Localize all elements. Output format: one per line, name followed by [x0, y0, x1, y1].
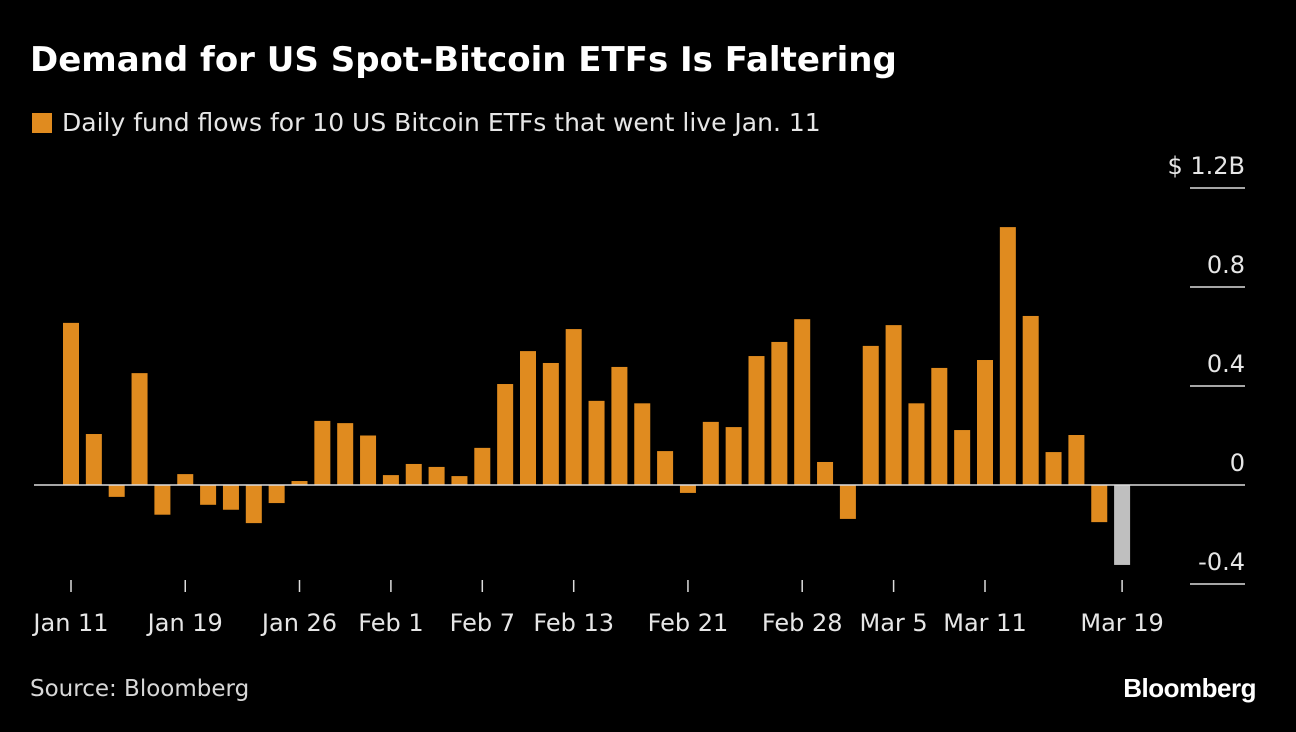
bar-jan-30 [337, 423, 354, 485]
bar-mar-8 [954, 430, 971, 485]
legend-label: Daily fund flows for 10 US Bitcoin ETFs … [62, 108, 821, 137]
bar-mar-19 [1114, 485, 1131, 565]
bar-mar-15 [1068, 435, 1085, 485]
x-tick-label: Feb 7 [450, 609, 515, 637]
x-tick-label: Jan 11 [31, 609, 108, 637]
bar-feb-16 [634, 403, 651, 485]
x-tick-label: Feb 1 [358, 609, 423, 637]
bar-mar-5 [885, 325, 902, 485]
bloomberg-logo: Bloomberg [1123, 673, 1256, 703]
bar-jan-22 [200, 485, 217, 505]
bar-mar-11 [977, 360, 993, 485]
bar-feb-12 [542, 362, 559, 485]
bar-jan-17 [131, 373, 148, 485]
bar-jan-16 [108, 485, 125, 497]
bar-jan-31 [360, 435, 377, 485]
bar-mar-12 [999, 227, 1016, 486]
bar-mar-14 [1045, 452, 1062, 485]
bar-jan-24 [245, 485, 262, 524]
bar-feb-8 [497, 384, 514, 485]
x-tick-label: Feb 13 [533, 609, 614, 637]
bar-feb-9 [520, 351, 536, 485]
bar-feb-27 [771, 341, 788, 485]
bar-feb-5 [428, 466, 445, 485]
x-tick-label: Feb 21 [648, 609, 729, 637]
bar-feb-23 [725, 427, 742, 485]
bar-feb-21 [679, 485, 696, 493]
x-tick-label: Mar 19 [1080, 609, 1163, 637]
bar-jan-18 [154, 485, 171, 515]
bar-feb-14 [588, 400, 605, 485]
bar-feb-28 [794, 319, 811, 485]
bar-mar-4 [862, 345, 879, 485]
y-tick-label: $ 1.2B [1167, 152, 1245, 180]
bar-feb-29 [817, 461, 834, 485]
bar-jan-23 [222, 485, 239, 510]
legend: Daily fund flows for 10 US Bitcoin ETFs … [32, 108, 821, 137]
bar-mar-13 [1022, 315, 1039, 485]
x-tick-label: Feb 28 [762, 609, 843, 637]
y-tick-label: -0.4 [1198, 548, 1245, 576]
bar-jan-12 [85, 434, 102, 485]
bar-feb-26 [748, 356, 765, 485]
chart-title: Demand for US Spot-Bitcoin ETFs Is Falte… [30, 40, 897, 80]
bar-feb-22 [702, 421, 719, 485]
bar-mar-1 [839, 485, 856, 519]
x-tick-label: Jan 19 [146, 609, 223, 637]
y-tick-label: 0.4 [1207, 350, 1245, 378]
bar-jan-11 [63, 322, 79, 485]
bar-jan-25 [268, 485, 285, 504]
bar-feb-15 [611, 366, 628, 485]
bar-mar-7 [931, 367, 948, 485]
bar-jan-19 [177, 474, 194, 485]
source-note: Source: Bloomberg [30, 676, 250, 702]
bar-feb-7 [474, 447, 491, 485]
y-tick-label: 0.8 [1207, 251, 1245, 279]
x-tick-label: Jan 26 [260, 609, 337, 637]
bar-mar-6 [908, 403, 925, 485]
bar-feb-20 [657, 451, 674, 485]
bar-feb-1 [382, 475, 399, 485]
bar-feb-6 [451, 476, 468, 485]
bar-jan-26 [291, 481, 308, 485]
x-tick-label: Mar 5 [860, 609, 928, 637]
bar-mar-18 [1091, 485, 1108, 523]
legend-swatch [32, 112, 52, 133]
y-tick-label: 0 [1230, 449, 1245, 477]
bar-feb-13 [565, 329, 582, 485]
bar-jan-29 [314, 420, 331, 485]
x-tick-label: Mar 11 [943, 609, 1026, 637]
bar-feb-2 [405, 463, 422, 485]
